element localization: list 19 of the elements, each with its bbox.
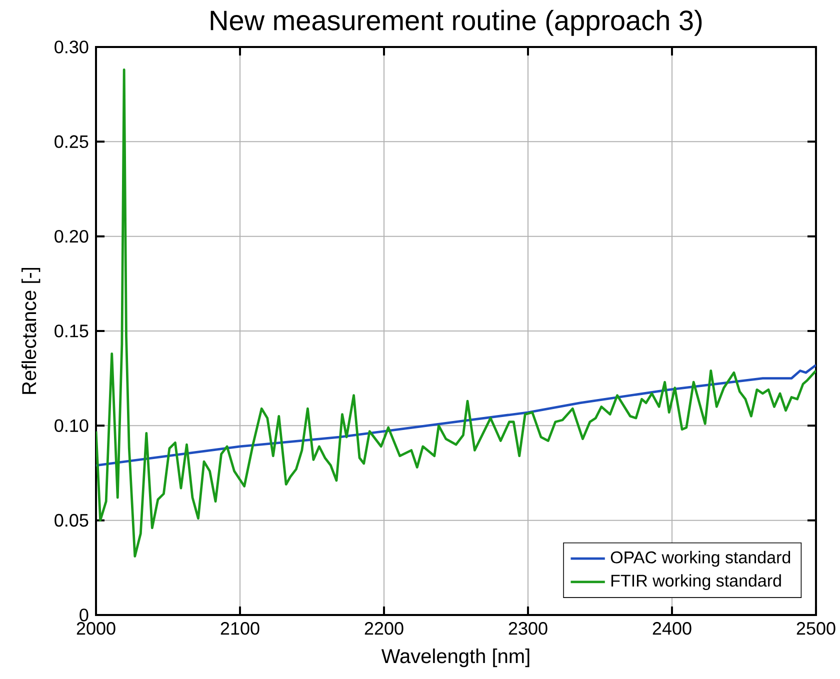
y-tick-label: 0.05 bbox=[54, 514, 88, 527]
y-tick-label: 0.10 bbox=[54, 419, 88, 432]
x-tick-label: 2000 bbox=[76, 622, 116, 635]
y-tick-label: 0.15 bbox=[54, 324, 88, 338]
y-tick-label: 0.25 bbox=[54, 135, 88, 148]
x-tick-label: 2400 bbox=[652, 622, 692, 635]
x-tick-label: 2300 bbox=[508, 622, 548, 635]
x-axis-title: Wavelength [nm] bbox=[381, 648, 530, 668]
line-series bbox=[96, 364, 816, 467]
legend-label: FTIR working standard bbox=[611, 574, 781, 590]
y-axis-title: Reflectance [-] bbox=[22, 268, 40, 394]
chart-title: New measurement routine (approach 3) bbox=[210, 10, 702, 36]
legend-label: OPAC working standard bbox=[610, 550, 790, 567]
y-tick-label: 0.30 bbox=[54, 40, 88, 54]
x-tick-label: 2500 bbox=[796, 622, 836, 635]
x-tick-label: 2200 bbox=[364, 622, 404, 635]
x-tick-label: 2100 bbox=[220, 622, 260, 635]
y-tick-label: 0.20 bbox=[54, 230, 88, 243]
y-tick-label: 0 bbox=[80, 608, 88, 622]
